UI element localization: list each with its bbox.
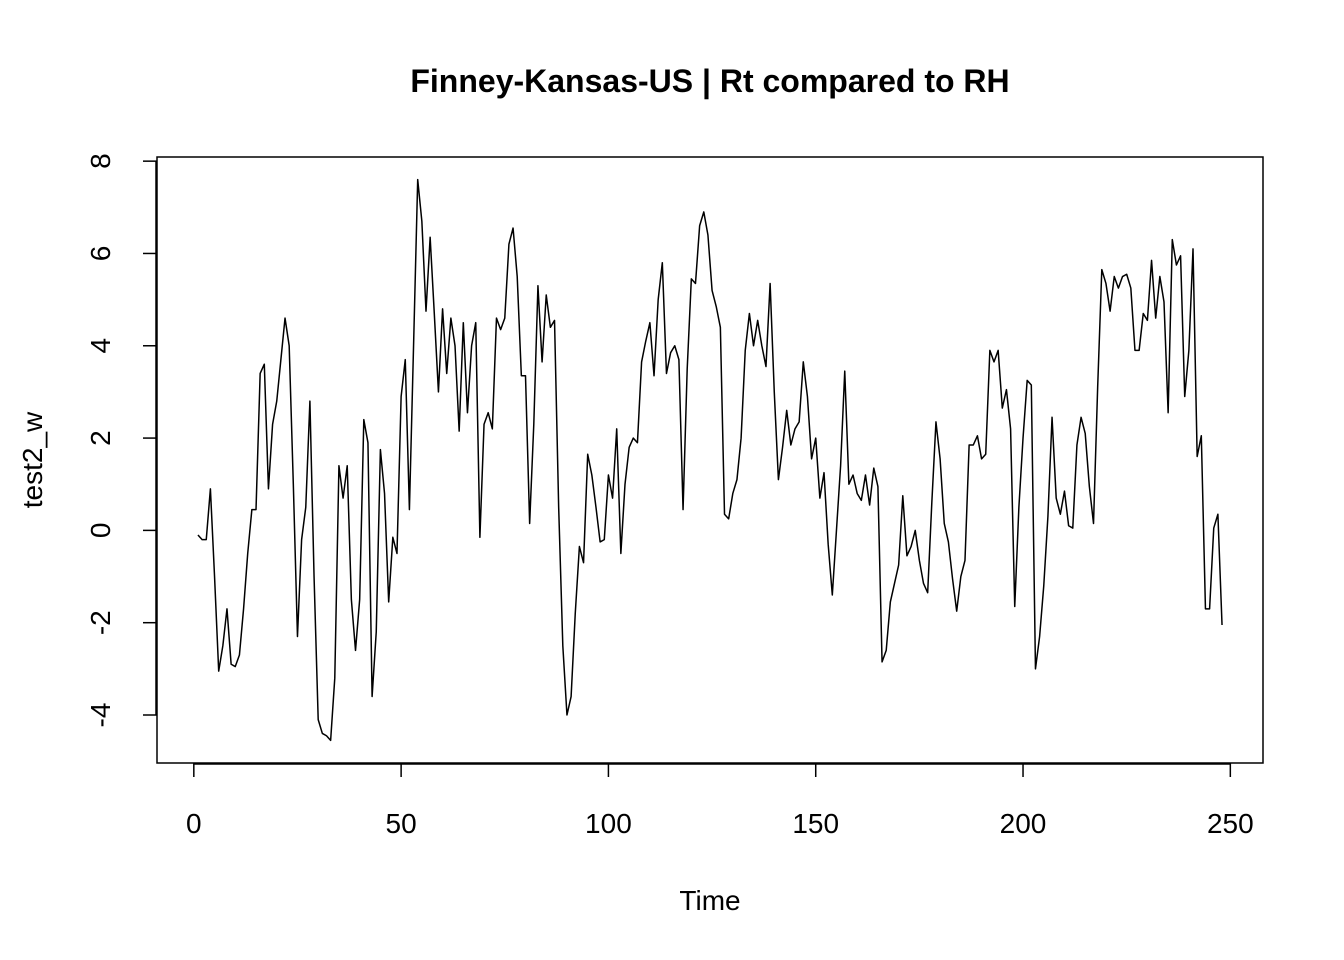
x-axis-title: Time	[679, 885, 740, 916]
chart-title: Finney-Kansas-US | Rt compared to RH	[410, 63, 1009, 99]
plot-frame	[156, 156, 1264, 764]
y-tick-label: 8	[85, 153, 116, 169]
x-tick-label: 250	[1207, 808, 1254, 839]
x-tick-label: 0	[186, 808, 202, 839]
x-tick-label: 200	[1000, 808, 1047, 839]
y-tick-label: -4	[85, 703, 116, 728]
y-tick-label: 6	[85, 246, 116, 262]
x-tick-label: 50	[386, 808, 417, 839]
y-axis-title: test2_w	[17, 411, 48, 508]
y-tick-label: 4	[85, 338, 116, 354]
data-line	[197, 178, 1223, 742]
x-tick-label: 100	[585, 808, 632, 839]
x-tick-label: 150	[792, 808, 839, 839]
y-tick-label: -2	[85, 610, 116, 635]
y-tick-label: 0	[85, 523, 116, 539]
y-tick-label: 2	[85, 430, 116, 446]
